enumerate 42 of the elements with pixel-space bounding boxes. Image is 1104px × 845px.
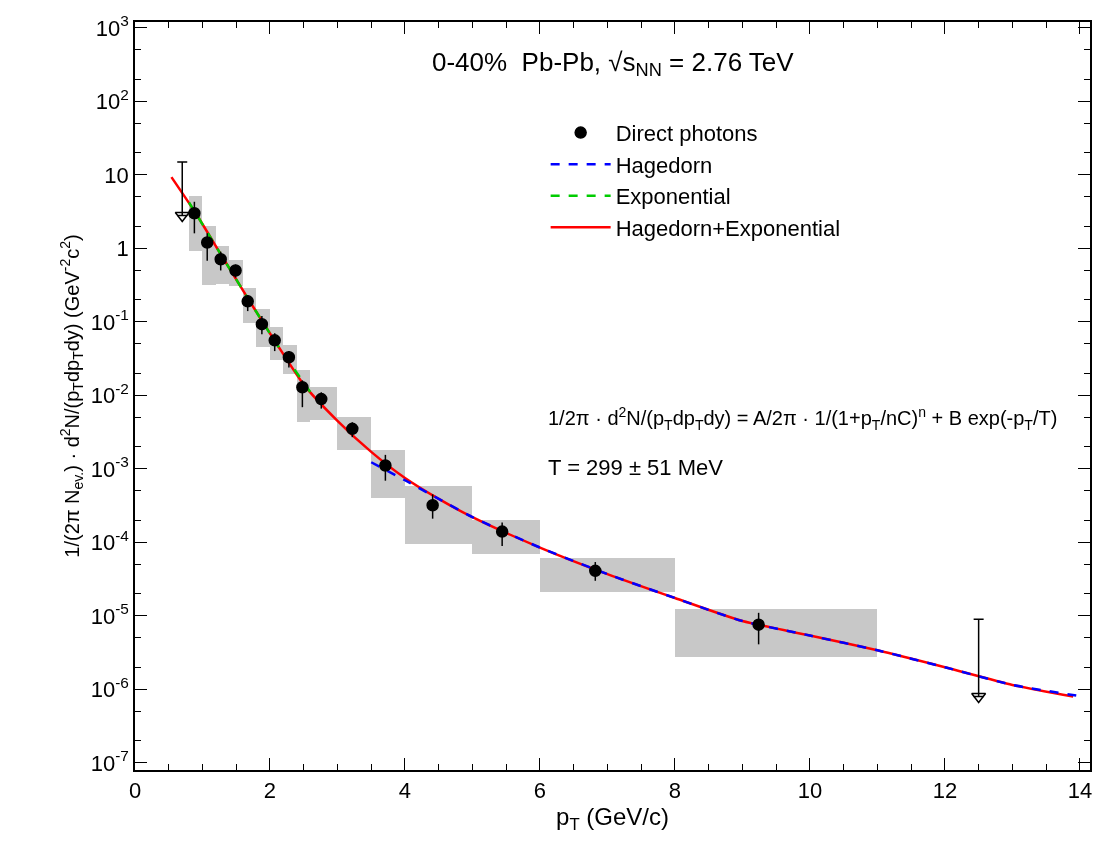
- x-tick-label: 8: [668, 778, 682, 804]
- y-tick-label: 10$^{-4}$: [90, 526, 130, 556]
- x-axis-title: p$_{T}$ (GeV/c): [556, 803, 669, 835]
- point: [268, 334, 281, 347]
- x-tick-label: 12: [932, 778, 958, 804]
- y-tick-label: 10$^{-5}$: [90, 600, 129, 629]
- x-tick-label: 0: [128, 778, 142, 804]
- y-tick-label: 10$^{-6}$: [90, 673, 129, 703]
- point: [970, 692, 987, 704]
- point: [255, 317, 269, 331]
- point: [214, 253, 227, 266]
- y-tick-label: 10$^{-3}$: [90, 453, 129, 482]
- y-tick-label: 10: [104, 162, 129, 188]
- annotation: 0-40% Pb-Pb, √s$_{NN}$ = 2.76 TeV: [432, 47, 795, 81]
- legend-label: Direct photons: [615, 121, 758, 147]
- y-tick-label: 10$^{-7}$: [90, 747, 129, 776]
- legend-label: Exponential: [615, 184, 731, 210]
- legend-label: Hagedorn: [615, 152, 713, 178]
- point: [426, 498, 439, 512]
- point: [174, 211, 190, 223]
- x-tick-label: 14: [1067, 778, 1093, 804]
- point: [752, 618, 765, 631]
- point: [200, 236, 214, 249]
- line-series: [187, 201, 312, 394]
- x-tick-label: 6: [533, 778, 547, 804]
- annotation: T = 299 ± 51 MeV: [548, 455, 724, 480]
- x-tick-label: 4: [398, 778, 412, 804]
- y-tick-label: 1: [116, 236, 129, 262]
- y-tick-label: 10$^{3}$: [95, 12, 129, 41]
- point: [241, 295, 254, 308]
- text: 1/2π · d$^{2}$N/(p$_{T}$dp$_{T}$dy) = A/2π · 1/(1+p$_{T}$/nC)$^{n}$ + B exp(-p$_{T}$/T): [548, 404, 1058, 433]
- point: [379, 459, 392, 472]
- point: [296, 380, 309, 394]
- y-tick-label: 10$^{-2}$: [90, 379, 129, 409]
- y-tick-label: 10$^{2}$: [95, 85, 129, 115]
- x-tick-label: 10: [797, 778, 823, 804]
- y-tick-label: 10$^{-1}$: [90, 306, 129, 335]
- x-tick-label: 2: [263, 778, 277, 804]
- point: [589, 564, 602, 578]
- legend-label: Hagedorn+Exponential: [615, 215, 841, 241]
- point: [188, 207, 201, 220]
- point: [495, 525, 509, 538]
